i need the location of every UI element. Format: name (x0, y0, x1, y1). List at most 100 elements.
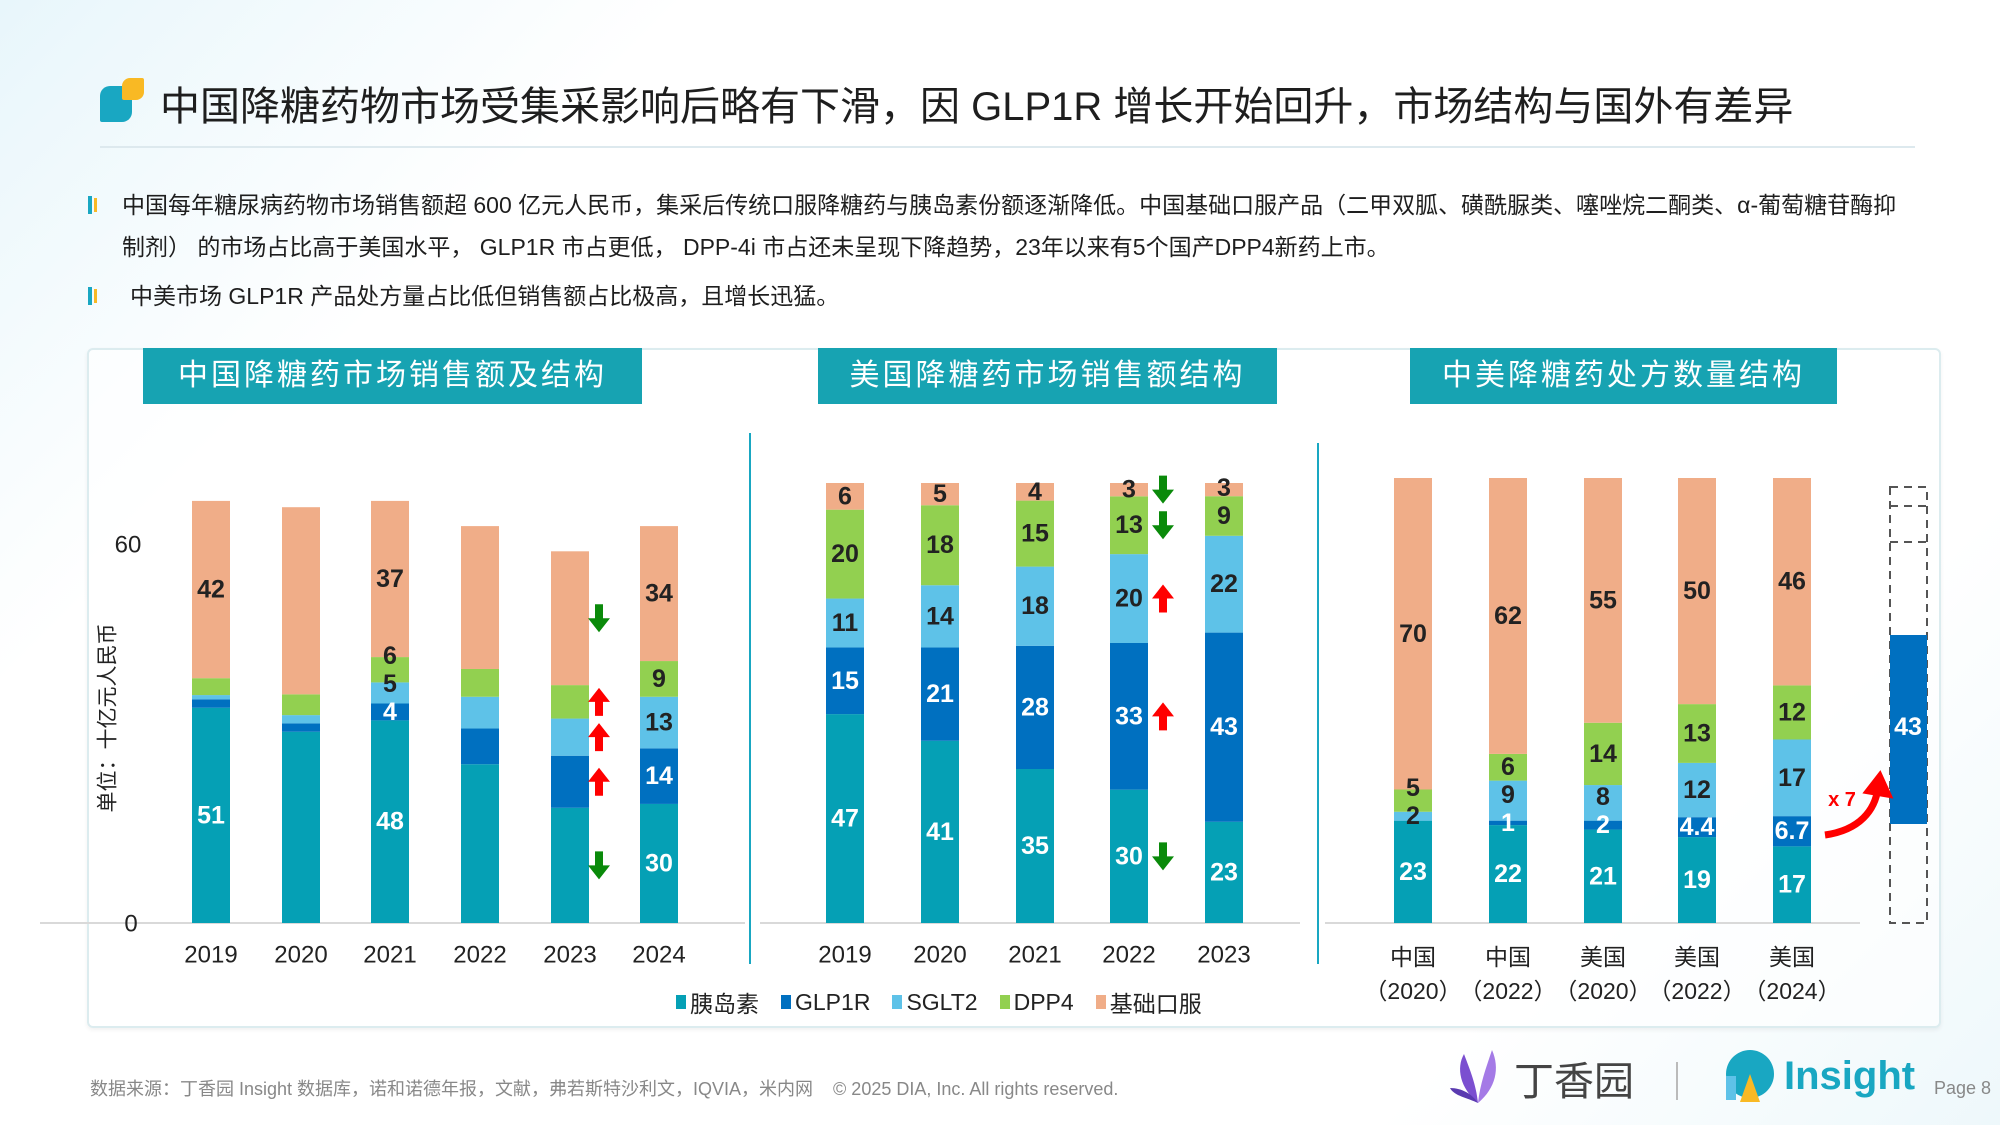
chart-legend: 胰岛素 GLP1R SGLT2 DPP4 基础口服 (676, 985, 1202, 1019)
bar-segment (1678, 837, 1716, 923)
y-tick-label: 0 (124, 911, 137, 938)
bar-segment (1110, 789, 1148, 923)
down-arrow-icon (1152, 842, 1174, 871)
copyright: © 2025 DIA, Inc. All rights reserved. (833, 1079, 1119, 1099)
data-label: 20 (831, 540, 859, 568)
x-tick-label: 2019 (818, 942, 871, 969)
bar-segment (192, 695, 230, 700)
bar-segment (282, 723, 320, 732)
bar-segment (1110, 483, 1148, 497)
legend-swatch (676, 995, 686, 1009)
x-tick-label: （2022） (1648, 978, 1745, 1004)
bar-segment (1016, 645, 1054, 769)
bar-segment (192, 500, 230, 679)
chart-title-us-sales: 美国降糖药市场销售额结构 (818, 348, 1277, 404)
data-label: 46 (1778, 568, 1806, 596)
data-label: 6.7 (1775, 817, 1810, 845)
bar-segment (551, 551, 589, 686)
down-arrow-icon (588, 851, 610, 880)
bar-segment (921, 585, 959, 648)
bar-segment (640, 696, 678, 749)
bar-segment (826, 483, 864, 510)
bullet-text: 中国每年糖尿病药物市场销售额超 600 亿元人民币，集采后传统口服降糖药与胰岛素… (122, 192, 1897, 260)
bar-segment (551, 807, 589, 923)
bar-segment (640, 748, 678, 804)
data-label: 9 (652, 665, 666, 693)
bar-segment (1584, 722, 1622, 786)
data-label: 3 (1217, 474, 1231, 502)
data-label: 17 (1778, 764, 1806, 792)
x-tick-label: 2023 (543, 942, 596, 969)
bar-segment (282, 507, 320, 695)
x-tick-label: （2020） (1364, 978, 1461, 1004)
data-label: 19 (1683, 866, 1711, 894)
x-tick-label: 中国 (1485, 944, 1531, 970)
bar-segment (921, 740, 959, 923)
data-label: 13 (1683, 720, 1711, 748)
x-tick-label: （2020） (1554, 978, 1651, 1004)
data-label: 4 (383, 698, 397, 726)
data-label: 28 (1021, 693, 1049, 721)
bar-segment (1110, 554, 1148, 643)
bar-segment (1773, 846, 1811, 923)
bar-segment (371, 657, 409, 683)
bar-segment (1205, 632, 1243, 822)
legend-item-basic-oral: 基础口服 (1095, 985, 1202, 1019)
up-arrow-icon (1152, 584, 1174, 613)
bar-segment (1394, 789, 1432, 812)
data-label: 41 (926, 818, 954, 846)
data-label: 34 (645, 580, 673, 608)
bar-segment (1205, 821, 1243, 923)
down-arrow-icon (588, 604, 610, 633)
bar-segment (192, 699, 230, 708)
data-label: 23 (1210, 858, 1238, 886)
legend-swatch (999, 995, 1010, 1009)
bar-segment (1678, 704, 1716, 763)
growth-arrow-head-icon (1862, 770, 1894, 799)
data-label: 12 (1778, 698, 1806, 726)
x-tick-label: （2022） (1459, 978, 1556, 1004)
data-label: 1 (1501, 809, 1515, 837)
data-label: 9 (1217, 502, 1231, 530)
data-label: 4 (1028, 478, 1042, 506)
data-label: 23 (1399, 858, 1427, 886)
data-label: 70 (1399, 620, 1427, 648)
data-label: 42 (197, 576, 225, 604)
legend-swatch (892, 995, 903, 1009)
bar-segment (1205, 483, 1243, 497)
page-number: Page 8 (1934, 1078, 1992, 1098)
bullet-marker-icon (88, 287, 92, 305)
data-label: 43 (1210, 713, 1238, 741)
data-label: 47 (831, 805, 859, 833)
data-label: 15 (1021, 520, 1049, 548)
page-title: 中国降糖药物市场受集采影响后略有下滑，因 GLP1R 增长开始回升，市场结构与国… (160, 85, 1794, 129)
down-arrow-icon (1152, 475, 1174, 504)
data-label: 15 (831, 667, 859, 695)
data-label: 30 (645, 849, 673, 877)
data-label: 20 (1115, 585, 1143, 613)
bar-segment (1394, 811, 1432, 821)
bar-segment (1584, 820, 1622, 830)
data-label: 37 (376, 565, 404, 593)
data-label: 13 (645, 709, 673, 737)
bullet-point-2: 中美市场 GLP1R 产品处方量占比低但销售额占比极高，且增长迅猛。 (88, 275, 1918, 317)
bar-segment (1394, 478, 1432, 790)
data-label: 62 (1494, 602, 1522, 630)
bar-segment (826, 509, 864, 599)
bar-segment (826, 647, 864, 715)
data-label: 12 (1683, 776, 1711, 804)
bar-segment (551, 755, 589, 808)
bar-segment (282, 731, 320, 923)
legend-item-insulin: 胰岛素 (676, 985, 759, 1019)
data-label: 21 (1589, 862, 1617, 890)
bar-segment (1110, 496, 1148, 555)
bar-segment (640, 526, 678, 662)
bar-segment (921, 647, 959, 741)
bar-segment (551, 685, 589, 719)
x-tick-label: 美国 (1580, 944, 1626, 970)
chart-title-prescriptions: 中美降糖药处方数量结构 (1410, 348, 1837, 404)
x-tick-label: 美国 (1769, 944, 1815, 970)
bar-segment (1773, 739, 1811, 817)
data-label: 6 (1501, 753, 1515, 781)
